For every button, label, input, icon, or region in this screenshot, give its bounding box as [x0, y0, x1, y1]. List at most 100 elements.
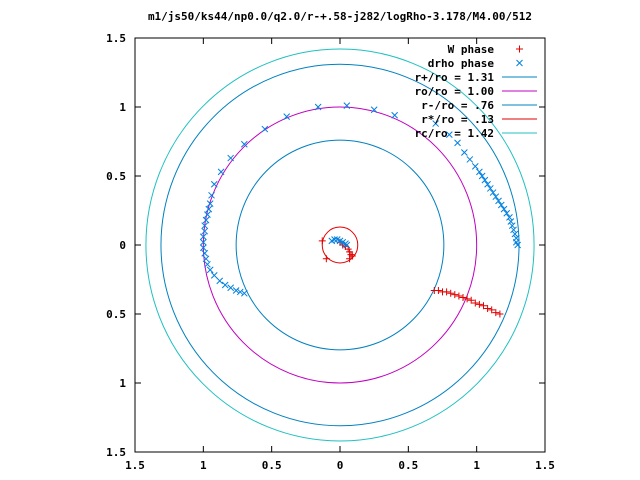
cross-marker [217, 168, 225, 176]
legend-label-0: W phase [448, 43, 495, 56]
plus-marker [471, 299, 479, 307]
y-tick-label: 1 [119, 101, 126, 114]
plus-marker [318, 237, 326, 245]
cross-marker [343, 102, 351, 109]
cross-marker [204, 260, 211, 268]
x-tick-label: 1.5 [535, 459, 555, 472]
cross-marker [283, 113, 291, 121]
cross-marker [199, 238, 207, 246]
plus-marker [447, 289, 455, 297]
x-tick-label: 0.5 [262, 459, 282, 472]
plus-marker [463, 295, 471, 303]
plus-marker [347, 251, 355, 259]
legend-label-circle-4: rc/ro = 1.42 [415, 127, 494, 140]
cross-marker [206, 266, 214, 274]
cross-marker [240, 289, 248, 297]
cross-marker [476, 168, 483, 176]
y-tick-label: 0.5 [106, 308, 126, 321]
cross-marker [202, 216, 210, 224]
x-tick-label: 0 [337, 459, 344, 472]
cross-marker [201, 227, 209, 235]
cross-marker [208, 191, 215, 199]
y-tick-label: 0 [119, 239, 126, 252]
legend-label-circle-3: r*/ro = .13 [421, 113, 494, 126]
cross-marker [466, 156, 474, 163]
legend-label-circle-2: r-/ro = .76 [421, 99, 494, 112]
cross-marker [343, 241, 351, 249]
cross-marker [210, 272, 218, 279]
plus-marker [488, 306, 496, 314]
cross-marker [204, 211, 211, 218]
cross-marker [227, 284, 235, 292]
cross-marker [227, 154, 235, 162]
cross-marker [210, 180, 218, 188]
cross-marker [391, 111, 399, 119]
legend-label-circle-1: ro/ro = 1.00 [415, 85, 494, 98]
cross-marker [454, 139, 461, 147]
cross-marker [508, 222, 516, 230]
legend-label-circle-0: r+/ro = 1.31 [415, 71, 495, 84]
plus-marker [322, 255, 330, 263]
cross-marker [232, 287, 240, 294]
circle-4 [145, 48, 535, 442]
cross-marker [506, 214, 513, 221]
plus-marker [443, 288, 451, 296]
cross-marker [507, 218, 515, 225]
cross-marker [497, 201, 505, 209]
cross-marker [516, 59, 523, 67]
cross-marker [445, 131, 453, 138]
cross-marker [205, 205, 213, 213]
cross-marker [484, 180, 491, 188]
plus-marker [348, 252, 356, 260]
plus-marker [484, 304, 492, 312]
cross-marker [206, 200, 214, 207]
cross-marker [492, 193, 500, 201]
cross-marker [503, 209, 511, 217]
plus-marker [496, 310, 504, 318]
legend-label-1: drho phase [428, 57, 495, 70]
cross-marker [314, 103, 322, 111]
plus-marker [480, 302, 487, 310]
cross-marker [500, 205, 508, 213]
x-tick-label: 1 [200, 459, 207, 472]
cross-marker [510, 226, 517, 234]
cross-marker [201, 249, 209, 257]
cross-marker [461, 149, 468, 156]
circle-2 [235, 139, 445, 351]
cross-marker [221, 281, 229, 289]
x-tick-label: 0.5 [398, 459, 418, 472]
y-tick-label: 1.5 [106, 32, 126, 45]
cross-marker [511, 230, 519, 238]
y-tick-label: 1.5 [106, 446, 126, 459]
series-1 [199, 102, 522, 297]
cross-marker [495, 197, 502, 205]
plus-marker [467, 296, 475, 304]
series-0 [318, 237, 504, 318]
cross-marker [514, 241, 522, 249]
plus-marker [475, 300, 483, 308]
plus-marker [459, 293, 467, 301]
plus-marker [516, 45, 523, 53]
cross-marker [328, 237, 336, 245]
cross-marker [199, 233, 207, 241]
plus-marker [492, 309, 500, 317]
cross-marker [202, 255, 210, 263]
cross-marker [201, 222, 209, 230]
cross-marker [432, 120, 440, 127]
x-tick-label: 1 [473, 459, 480, 472]
cross-marker [236, 288, 244, 296]
cross-marker [478, 172, 486, 180]
plus-marker [455, 292, 463, 300]
cross-marker [240, 140, 248, 148]
cross-marker [216, 277, 224, 285]
cross-marker [481, 176, 489, 184]
cross-marker [370, 106, 378, 114]
plus-marker [434, 287, 442, 295]
cross-marker [199, 244, 207, 252]
cross-marker [489, 189, 497, 196]
cross-marker [261, 125, 269, 133]
chart-title: m1/js50/ks44/np0.0/q2.0/r-+.58-j282/logR… [148, 10, 532, 23]
cross-marker [471, 162, 479, 170]
